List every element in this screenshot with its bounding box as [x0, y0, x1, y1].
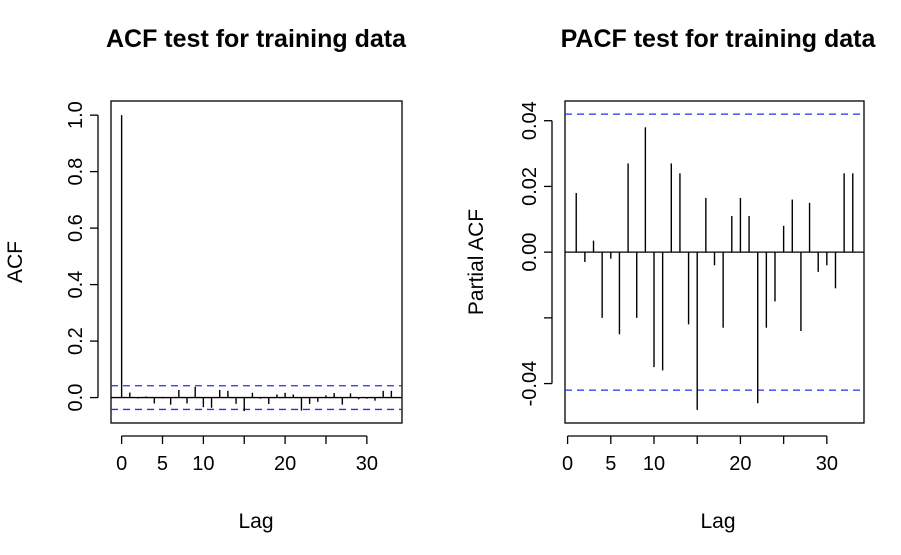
acf-x-tick-label: 5	[157, 453, 168, 475]
acf-panel: ACF test for training data 0 5 10 20 30 0.0 0.2…	[4, 25, 407, 533]
acf-x-tick-label: 30	[356, 453, 378, 475]
pacf-x-tick-label: 5	[605, 453, 616, 475]
pacf-y-tick-label: 0.02	[519, 167, 541, 206]
acf-x-tick-label: 20	[274, 453, 296, 475]
acf-x-axis-label: Lag	[238, 510, 273, 533]
acf-y-axis-label: ACF	[4, 241, 27, 283]
acf-y-tick-label: 0.8	[65, 158, 87, 186]
pacf-y-tick-label: -0.04	[519, 361, 541, 407]
acf-plot-frame	[110, 100, 403, 424]
pacf-y-tick-label: 0.04	[519, 101, 541, 140]
acf-x-tick-label: 10	[192, 453, 214, 475]
acf-y-tick-label: 1.0	[65, 101, 87, 129]
pacf-y-tick-label: 0.00	[519, 233, 541, 272]
pacf-panel: PACF test for training data 0 5 10 20 30 -0.04…	[465, 25, 877, 533]
pacf-x-tick-label: 20	[729, 453, 751, 475]
acf-y-tick-label: 0.0	[65, 384, 87, 412]
acf-y-tick-label: 0.4	[65, 271, 87, 299]
acf-x-tick-label: 0	[116, 453, 127, 475]
pacf-x-axis-label: Lag	[700, 510, 735, 533]
pacf-x-tick-label: 10	[643, 453, 665, 475]
acf-y-tick-label: 0.2	[65, 327, 87, 355]
pacf-title: PACF test for training data	[561, 25, 877, 53]
pacf-y-axis-label: Partial ACF	[465, 209, 488, 315]
pacf-plot-frame	[564, 100, 865, 424]
pacf-x-tick-label: 30	[816, 453, 838, 475]
acf-title: ACF test for training data	[106, 25, 407, 53]
acf-y-tick-label: 0.6	[65, 214, 87, 242]
pacf-x-tick-label: 0	[562, 453, 573, 475]
